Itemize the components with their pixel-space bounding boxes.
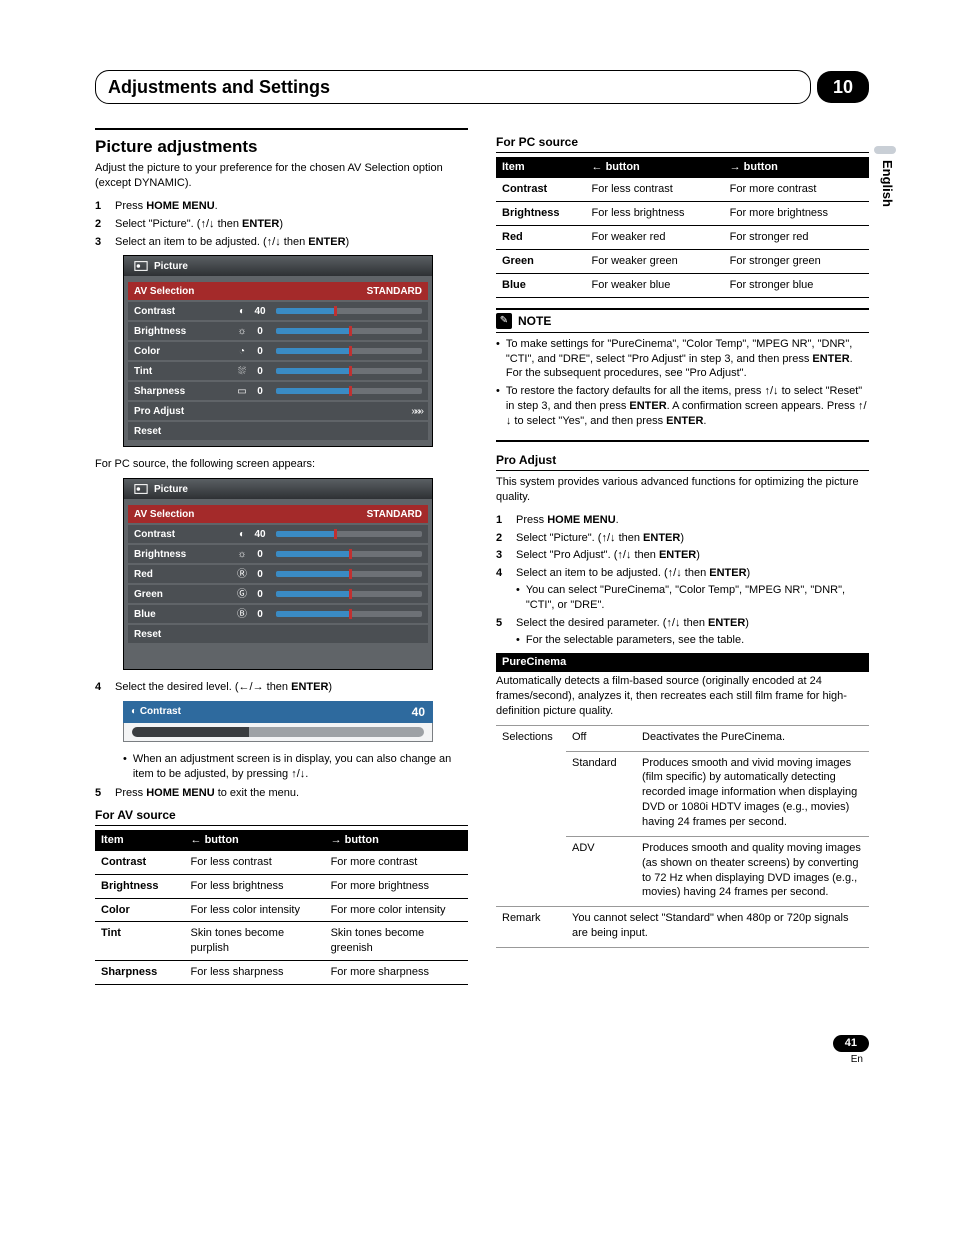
slider-label: Contrast xyxy=(140,705,181,719)
note-icon: ✎ xyxy=(496,313,512,329)
proadjust-steps: 1Press HOME MENU.2Select "Picture". (↑/↓… xyxy=(496,513,869,648)
slider-note: When an adjustment screen is in display,… xyxy=(123,752,468,782)
left-column: Picture adjustments Adjust the picture t… xyxy=(95,128,468,995)
pc-caption: For PC source, the following screen appe… xyxy=(95,457,468,472)
right-column: For PC source Item← button→ buttonContra… xyxy=(496,128,869,995)
slider-value: 40 xyxy=(412,704,425,720)
section-title: Picture adjustments xyxy=(95,136,468,159)
note-label: NOTE xyxy=(518,313,551,329)
pc-table-title: For PC source xyxy=(496,134,869,153)
purecinema-selections: SelectionsOffDeactivates the PureCinema.… xyxy=(496,725,869,948)
av-source-table: Item← button→ buttonContrastFor less con… xyxy=(95,830,468,985)
language-tab: English xyxy=(878,160,896,207)
proadjust-intro: This system provides various advanced fu… xyxy=(496,475,869,505)
chapter-number: 10 xyxy=(817,71,869,103)
section-intro: Adjust the picture to your preference fo… xyxy=(95,161,468,191)
slider-icon: ◐ xyxy=(131,705,137,719)
purecinema-bar: PureCinema xyxy=(496,653,869,672)
chapter-title: Adjustments and Settings xyxy=(95,70,811,104)
page-footer: 41 En xyxy=(95,1035,869,1065)
note-list: To make settings for "PureCinema", "Colo… xyxy=(496,337,869,442)
steps-list-c: 5Press HOME MENU to exit the menu. xyxy=(95,786,468,801)
osd-menu-2: PictureAV SelectionSTANDARDContrast◐40Br… xyxy=(123,478,433,670)
contrast-slider: ◐ Contrast 40 xyxy=(123,701,433,742)
av-table-title: For AV source xyxy=(95,807,468,826)
proadjust-title: Pro Adjust xyxy=(496,452,869,471)
osd-menu-1: PictureAV SelectionSTANDARDContrast◐40Br… xyxy=(123,255,433,447)
page-number: 41 xyxy=(833,1035,869,1052)
steps-list-b: 4Select the desired level. (←/→ then ENT… xyxy=(95,680,468,695)
pc-source-table: Item← button→ buttonContrastFor less con… xyxy=(496,157,869,297)
note-header: ✎ NOTE xyxy=(496,308,869,333)
purecinema-intro: Automatically detects a film-based sourc… xyxy=(496,674,869,719)
page-locale: En xyxy=(851,1053,863,1067)
chapter-header: Adjustments and Settings 10 xyxy=(95,70,869,104)
steps-list-a: 1Press HOME MENU.2Select "Picture". (↑/↓… xyxy=(95,199,468,250)
